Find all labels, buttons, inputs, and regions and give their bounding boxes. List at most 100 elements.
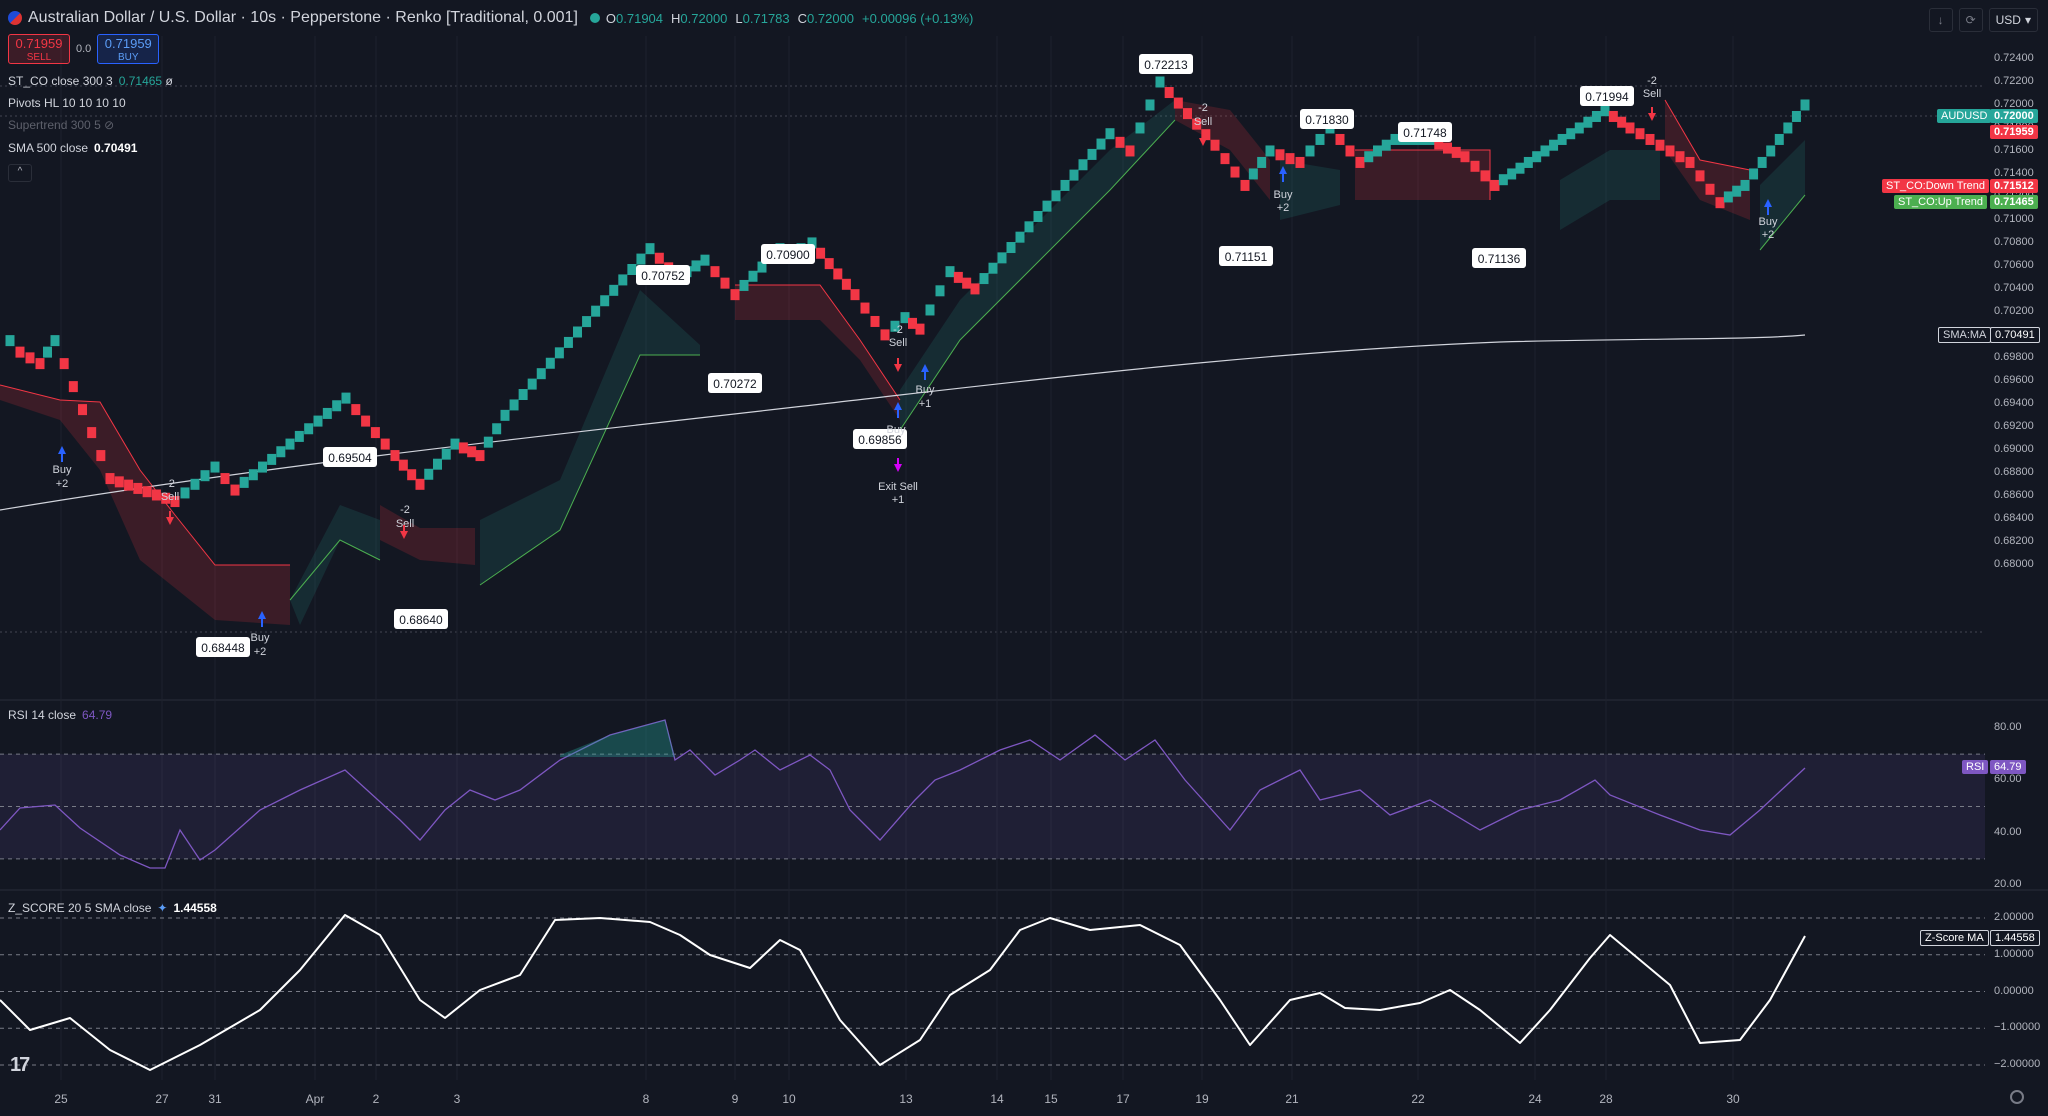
sell-button[interactable]: 0.71959 SELL	[8, 34, 70, 64]
renko-brick	[860, 302, 870, 314]
arrow-up-icon	[258, 611, 266, 619]
symbol-title[interactable]: Australian Dollar / U.S. Dollar · 10s · …	[28, 9, 578, 26]
renko-brick	[1295, 156, 1305, 168]
renko-brick	[407, 469, 417, 481]
renko-brick	[1766, 145, 1776, 157]
supertrend-up-line	[1759, 194, 1806, 251]
ohlc-values: O0.71904 H0.72000 L0.71783 C0.72000 +0.0…	[606, 11, 973, 26]
tradingview-logo-icon[interactable]: 17	[10, 1054, 30, 1076]
arrow-down-icon	[1648, 113, 1656, 121]
renko-brick	[1305, 145, 1315, 157]
rsi-label-badge: RSI	[1962, 760, 1989, 774]
renko-brick	[458, 442, 468, 454]
currency-value: USD	[1995, 13, 2021, 27]
legend-pivots[interactable]: Pivots HL 10 10 10 10	[8, 96, 126, 110]
renko-brick	[87, 427, 97, 439]
renko-brick	[1460, 151, 1470, 163]
signal-label: +2	[1762, 229, 1775, 241]
pivot-label-box	[636, 265, 690, 285]
time-axis-tick: 24	[1528, 1092, 1542, 1106]
signal-label: Buy	[916, 384, 935, 396]
renko-brick	[1705, 183, 1715, 195]
time-axis-tick: 30	[1726, 1092, 1740, 1106]
renko-brick	[1740, 179, 1750, 191]
zscore-axis-tick: 2.00000	[1994, 911, 2034, 923]
renko-brick	[1600, 105, 1610, 117]
renko-brick	[1791, 110, 1801, 122]
renko-brick	[285, 438, 295, 450]
renko-brick	[1757, 156, 1767, 168]
renko-brick	[25, 352, 35, 364]
renko-brick	[424, 468, 434, 480]
rsi-line	[0, 719, 1806, 869]
legend-zscore[interactable]: Z_SCORE 20 5 SMA close ✦ 1.44558	[8, 901, 217, 915]
renko-brick	[1220, 153, 1230, 165]
pivot-label: 0.68448	[196, 637, 250, 657]
pivot-label: 0.71748	[1398, 122, 1452, 142]
collapse-legend-icon[interactable]: ^	[8, 164, 32, 182]
renko-brick	[5, 335, 15, 347]
renko-brick	[654, 252, 664, 264]
legend-st-co[interactable]: ST_CO close 300 3 0.71465 ø	[8, 74, 173, 88]
trend-band	[735, 285, 900, 420]
renko-brick	[1033, 210, 1043, 222]
price-axis-tick: 0.72400	[1994, 52, 2034, 64]
pivot-label-box	[1139, 54, 1193, 74]
renko-brick	[1507, 168, 1517, 180]
renko-bricks	[5, 76, 1810, 508]
renko-brick	[1006, 242, 1016, 254]
time-axis-tick: 17	[1116, 1092, 1130, 1106]
legend-rsi[interactable]: RSI 14 close 64.79	[8, 708, 112, 722]
price-axis-tick: 0.71000	[1994, 212, 2034, 225]
trend-band	[1760, 140, 1805, 250]
signal-label: Buy	[887, 424, 906, 436]
renko-brick	[200, 470, 210, 482]
renko-brick	[1230, 166, 1240, 178]
z-value-badge: 1.44558	[1990, 930, 2040, 946]
pivot-label-box	[1580, 86, 1634, 106]
renko-brick	[945, 266, 955, 278]
renko-brick	[1591, 110, 1601, 122]
renko-brick	[1042, 200, 1052, 212]
legend-zscore-label: Z_SCORE 20 5 SMA close	[8, 901, 152, 915]
sell-label: SELL	[26, 52, 52, 63]
buy-button[interactable]: 0.71959 BUY	[97, 34, 160, 64]
arrow-down-icon	[894, 364, 902, 372]
eye-hidden-icon[interactable]: ⊘	[100, 118, 115, 132]
renko-brick	[545, 357, 555, 369]
currency-select[interactable]: USD ▾	[1988, 8, 2038, 32]
chart-settings-icon[interactable]	[2010, 1090, 2024, 1104]
renko-brick	[1583, 116, 1593, 128]
renko-brick	[124, 479, 134, 491]
renko-brick	[220, 473, 230, 485]
renko-brick	[757, 261, 767, 273]
pivot-label: 0.69856	[853, 429, 907, 449]
renko-brick	[1125, 145, 1135, 157]
renko-brick	[1355, 156, 1365, 168]
renko-brick	[1523, 156, 1533, 168]
sync-icon[interactable]: ⟳	[1958, 8, 1983, 32]
price-axis-tick: 0.70200	[1994, 304, 2034, 317]
download-icon[interactable]: ↓	[1928, 8, 1953, 32]
trade-panel: 0.71959 SELL 0.0 0.71959 BUY	[8, 34, 160, 64]
legend-sma[interactable]: SMA 500 close 0.70491	[8, 141, 137, 155]
time-axis-tick: 10	[782, 1092, 796, 1106]
renko-brick	[1635, 128, 1645, 140]
pivot-label: 0.72213	[1139, 54, 1193, 74]
price-axis-tick: 0.69000	[1994, 442, 2034, 455]
renko-brick	[582, 316, 592, 328]
ohlc-change: +0.00096 (+0.13%)	[862, 10, 974, 26]
pivot-label-box	[708, 373, 762, 393]
legend-supertrend[interactable]: Supertrend 300 5 ⊘	[8, 118, 114, 132]
time-axis-tick: 19	[1195, 1092, 1209, 1106]
trend-band	[1280, 160, 1340, 220]
rsi-overbought-fill	[560, 720, 675, 757]
renko-brick	[1275, 149, 1285, 161]
renko-brick	[1715, 197, 1725, 209]
settings-icon[interactable]: ✦	[157, 901, 168, 915]
renko-brick	[332, 400, 342, 412]
sma-label-badge: SMA:MA	[1938, 327, 1992, 343]
supertrend-up-line	[479, 354, 700, 586]
price-axis-tick: 0.69200	[1994, 419, 2034, 432]
